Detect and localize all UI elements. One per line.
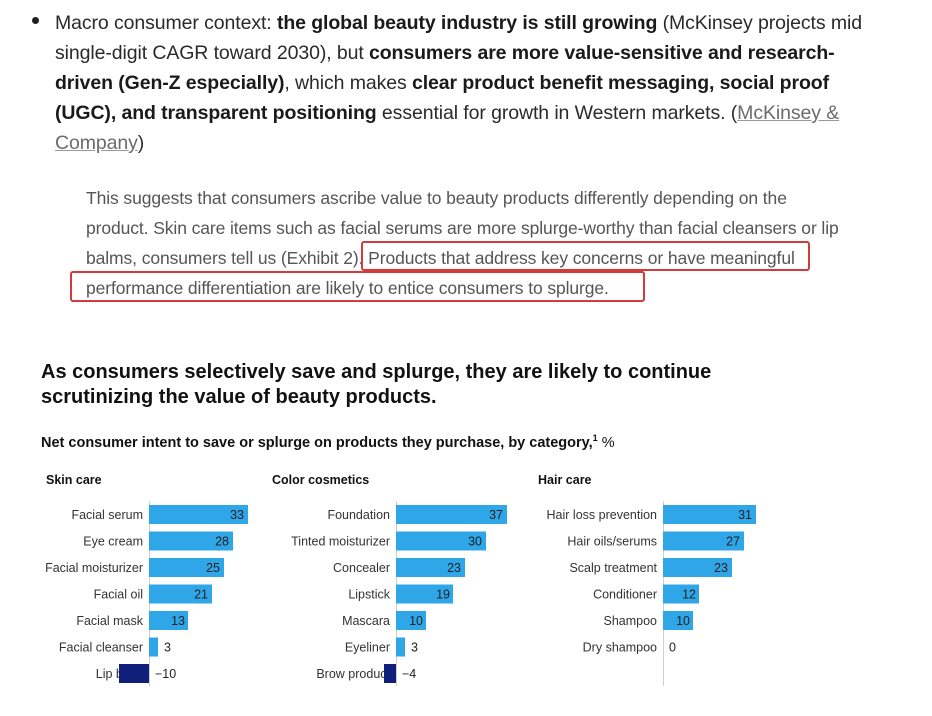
- bar: [149, 611, 188, 630]
- category-label: Facial serum: [71, 508, 143, 522]
- data-label: 33: [230, 508, 244, 522]
- bar: [396, 531, 486, 551]
- bar-negative: [384, 664, 396, 683]
- chart-title: As consumers selectively save and splurg…: [41, 361, 712, 408]
- bold-segment: consumers are more value-sensitive and r…: [55, 42, 835, 94]
- bullet-dot-icon: [32, 17, 39, 24]
- data-label: 23: [714, 561, 728, 575]
- highlight-box-top: [361, 241, 810, 271]
- data-label: 12: [682, 588, 696, 602]
- data-label: 10: [676, 614, 690, 628]
- bar: [396, 505, 507, 524]
- category-label: Facial mask: [76, 614, 143, 628]
- text-segment: , which makes: [284, 72, 412, 94]
- category-label: Hair oils/serums: [567, 535, 657, 549]
- text-segment: essential for growth in Western markets.…: [376, 102, 738, 124]
- category-label: Facial moisturizer: [45, 561, 143, 575]
- category-label: Lipstick: [348, 588, 390, 602]
- bar: [396, 584, 453, 604]
- category-label: Facial cleanser: [59, 641, 143, 655]
- category-label: Eye cream: [83, 535, 143, 549]
- panel-title: Hair care: [538, 473, 592, 487]
- category-label: Concealer: [333, 561, 390, 575]
- quoted-excerpt: This suggests that consumers ascribe val…: [86, 183, 846, 303]
- data-label: 23: [447, 561, 461, 575]
- category-label: Shampoo: [603, 614, 657, 628]
- chart-subtitle-text: Net consumer intent to save or splurge o…: [41, 434, 593, 451]
- bar: [396, 637, 405, 657]
- data-label: 28: [215, 535, 229, 549]
- category-label: Dry shampoo: [583, 641, 657, 655]
- bold-segment: clear product benefit messaging, social …: [55, 72, 829, 124]
- category-label: Hair loss prevention: [547, 508, 658, 522]
- category-label: Foundation: [327, 508, 390, 522]
- bullet-text: Macro consumer context: the global beaut…: [55, 8, 888, 158]
- bold-segment: the global beauty industry is still grow…: [276, 12, 658, 34]
- data-label: 3: [411, 641, 418, 655]
- category-label: Tinted moisturizer: [291, 535, 390, 549]
- data-label: 25: [206, 561, 220, 575]
- bar: [149, 584, 212, 604]
- data-label: −10: [155, 667, 176, 681]
- text-segment: (McKinsey projects mid single-digit CAGR…: [55, 12, 862, 64]
- bar-negative: [119, 664, 149, 683]
- data-label: 21: [194, 588, 208, 602]
- data-label: 30: [468, 535, 482, 549]
- data-label: −4: [402, 667, 416, 681]
- category-label: Brow product: [316, 667, 390, 681]
- chart-subtitle: Net consumer intent to save or splurge o…: [41, 433, 615, 451]
- data-label: 27: [726, 535, 740, 549]
- text-segment: Macro consumer context:: [55, 12, 277, 34]
- bar: [149, 637, 158, 657]
- bar: [663, 611, 693, 630]
- data-label: 3: [164, 641, 171, 655]
- panel-title: Color cosmetics: [272, 473, 369, 487]
- bar: [396, 558, 465, 577]
- data-label: 19: [436, 588, 450, 602]
- category-label: Eyeliner: [345, 641, 390, 655]
- bar: [149, 505, 248, 524]
- bar: [396, 611, 426, 630]
- text-segment: ): [137, 132, 145, 154]
- bullet-item: Macro consumer context: the global beaut…: [28, 8, 888, 158]
- panel-title: Skin care: [46, 473, 102, 487]
- unit-label: %: [601, 434, 615, 451]
- bar: [663, 531, 744, 551]
- data-label: 0: [669, 641, 676, 655]
- category-label: Scalp treatment: [569, 561, 657, 575]
- category-label: Facial oil: [94, 588, 143, 602]
- quote-text: This suggests that consumers ascribe val…: [86, 188, 839, 268]
- bar: [149, 531, 233, 551]
- quote-highlighted-text: Products that address key concerns or ha…: [86, 248, 795, 298]
- bar: [663, 584, 699, 604]
- bar: [663, 505, 756, 524]
- data-label: 31: [738, 508, 752, 522]
- source-link[interactable]: McKinsey & Company: [55, 102, 840, 154]
- bar: [663, 558, 732, 577]
- data-label: 37: [489, 508, 503, 522]
- highlight-box-bottom: [70, 271, 645, 302]
- category-label: Mascara: [342, 614, 390, 628]
- data-label: 10: [409, 614, 423, 628]
- data-label: 13: [171, 614, 185, 628]
- category-label: Conditioner: [593, 588, 657, 602]
- bar: [149, 558, 224, 577]
- footnote-marker: 1: [592, 433, 598, 443]
